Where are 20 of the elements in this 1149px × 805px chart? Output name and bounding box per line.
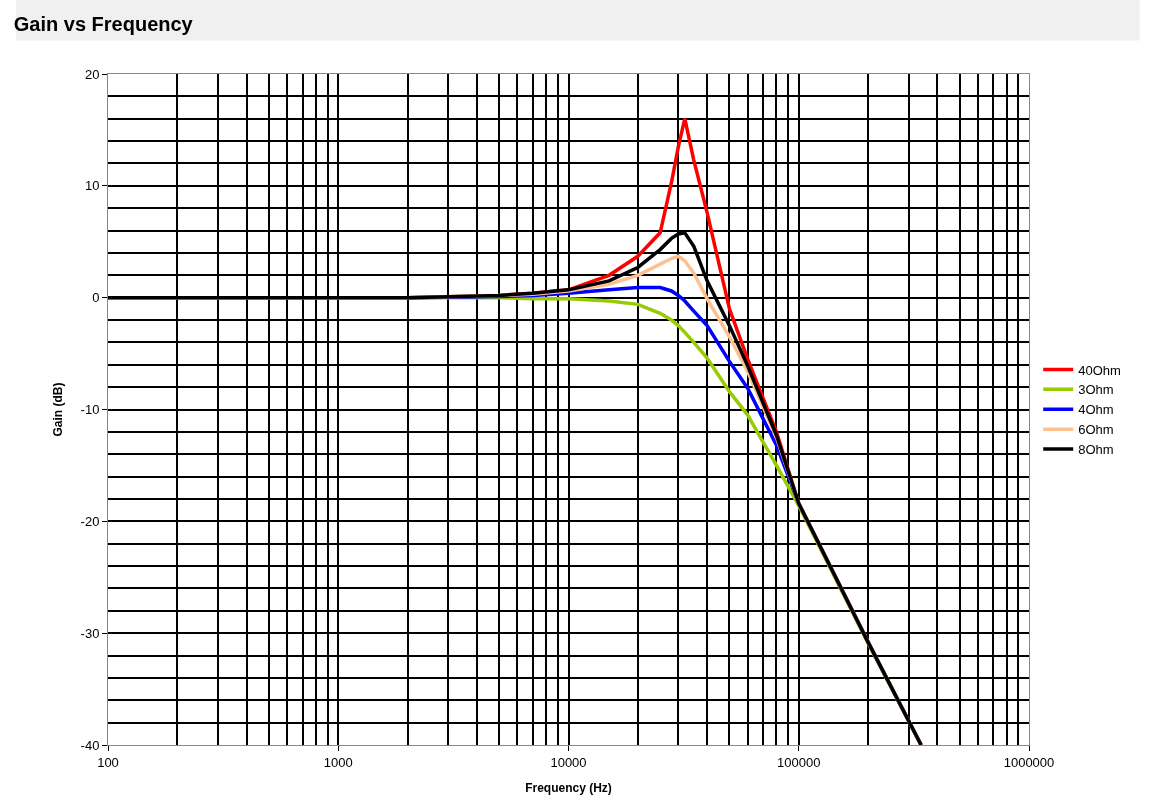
x-axis-title: Frequency (Hz): [525, 781, 612, 796]
legend-label: 8Ohm: [1078, 442, 1114, 458]
chart-title: Gain vs Frequency: [13, 13, 194, 36]
y-tick-label: 10: [84, 178, 100, 194]
x-tick-label: 100000: [777, 754, 821, 770]
y-tick-label: -10: [80, 402, 100, 418]
y-tick-label: -40: [80, 737, 100, 753]
legend-label: 6Ohm: [1078, 422, 1114, 438]
y-axis-title: Gain (dB): [50, 382, 65, 437]
y-tick-label: -20: [80, 513, 100, 529]
y-tick-label: 0: [92, 290, 100, 306]
legend-label: 40Ohm: [1078, 362, 1121, 378]
x-tick-label: 1000000: [1003, 754, 1055, 770]
x-tick-label: 100: [97, 754, 119, 770]
y-tick-label: 20: [84, 66, 100, 82]
x-tick-label: 10000: [550, 754, 587, 770]
x-tick-label: 1000: [323, 754, 353, 770]
legend-label: 4Ohm: [1078, 402, 1114, 418]
y-tick-label: -30: [80, 625, 100, 641]
legend-label: 3Ohm: [1078, 382, 1114, 398]
